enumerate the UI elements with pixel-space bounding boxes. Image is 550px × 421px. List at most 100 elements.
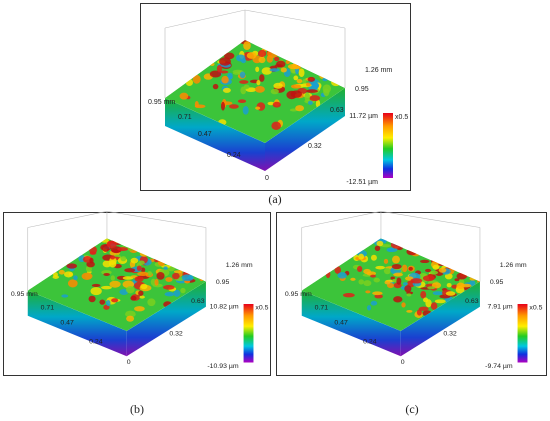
surface-peak: [500, 242, 506, 245]
surface-peak: [376, 240, 384, 247]
surface-peak: [165, 213, 172, 216]
surface-peak: [373, 277, 381, 283]
axis-label: 0.47: [60, 320, 74, 327]
surface-peak: [162, 223, 173, 228]
surface-peak: [177, 255, 186, 261]
surface-peak: [139, 225, 146, 231]
surface-peak: [427, 286, 436, 290]
surface-peak: [229, 104, 239, 109]
surface-peak: [420, 290, 427, 299]
surface-side: [301, 290, 401, 357]
surface-peak: [230, 249, 240, 256]
surface-peak: [502, 224, 513, 231]
surface-peak: [188, 255, 196, 262]
surface-peak: [63, 271, 74, 278]
surface-peak: [271, 121, 281, 130]
surface-peak: [461, 259, 469, 263]
wire-grid: [27, 211, 207, 228]
surface-peak: [262, 40, 271, 45]
surface-peak: [177, 246, 189, 254]
surface-peak: [337, 63, 345, 71]
surface-peak: [172, 257, 180, 265]
surface-peak: [325, 40, 332, 44]
surface-peak: [484, 267, 493, 275]
surface-peak: [322, 67, 332, 75]
surface-peak: [321, 40, 330, 48]
surface-side: [400, 281, 480, 357]
axis-label: 0.71: [41, 305, 55, 312]
surface-peak: [352, 17, 361, 23]
surface-peak: [328, 70, 337, 76]
surface-peak: [130, 257, 139, 264]
surface-peak: [438, 263, 446, 267]
surface-peak: [438, 267, 447, 273]
surface-peak: [396, 277, 402, 285]
surface-peak: [221, 101, 225, 111]
surface-peak: [73, 275, 78, 281]
surface-peak: [162, 285, 175, 290]
surface-peak: [124, 268, 136, 273]
surface-peak: [466, 228, 477, 233]
surface-peak: [298, 68, 305, 77]
surface-peak: [100, 238, 109, 243]
surface-peak: [459, 238, 465, 243]
surface-peak: [284, 23, 295, 30]
surface-peak: [257, 49, 267, 58]
surface-peak: [357, 55, 367, 62]
surface-peak: [312, 82, 319, 89]
surface-peak: [469, 251, 474, 260]
surface-peak: [296, 43, 309, 51]
surface-peak: [454, 278, 460, 282]
surface-peak: [359, 52, 368, 57]
surface-peak: [294, 3, 303, 10]
surface-peak: [444, 262, 450, 267]
surface-peak: [183, 226, 188, 232]
surface-peak: [453, 213, 461, 218]
surface-peak: [504, 251, 514, 257]
surface-peak: [154, 278, 159, 286]
surface-peak: [134, 276, 144, 282]
surface-peak: [493, 252, 505, 260]
axis-label: 0.47: [198, 131, 212, 138]
surface-peak: [105, 299, 111, 307]
surface-peak: [439, 221, 444, 229]
surface-peak: [432, 291, 444, 296]
surface-peak: [161, 258, 173, 263]
colorbar-scale: x0.5: [255, 305, 268, 312]
surface-peak: [277, 35, 284, 39]
surface-peak: [438, 228, 448, 236]
surface-peak: [277, 29, 281, 37]
surface-peak: [219, 57, 231, 66]
surface-peak: [161, 225, 166, 231]
surface-peak: [359, 40, 370, 43]
surface-peak: [184, 201, 194, 205]
surface-peak: [263, 30, 268, 35]
surface-peak: [457, 235, 465, 238]
surface-peak: [391, 233, 402, 237]
axis-label: 0: [127, 359, 131, 366]
surface-peak: [355, 36, 364, 44]
surface-peak: [168, 217, 180, 220]
surface-peak: [331, 79, 341, 87]
surface-peak: [404, 285, 412, 293]
surface-peak: [221, 75, 229, 84]
surface-peak: [194, 213, 200, 216]
surface-peak: [438, 200, 442, 204]
surface-peak: [501, 229, 506, 232]
surface-peak: [366, 39, 377, 47]
surface-peak: [192, 74, 201, 84]
surface-peak: [463, 241, 471, 248]
surface-peak: [384, 280, 391, 285]
surface-peak: [302, 22, 313, 27]
surface-peak: [308, 62, 319, 66]
surface-peak: [350, 63, 356, 69]
surface-peak: [120, 256, 127, 262]
surface-peak: [293, 75, 299, 81]
surface-peak: [392, 238, 402, 241]
surface-peak: [209, 70, 222, 78]
surface-peak: [305, 58, 310, 67]
surface-peak: [383, 267, 391, 275]
surface-peak: [296, 79, 303, 84]
surface-peak: [66, 263, 78, 269]
surface-peak: [391, 30, 402, 35]
